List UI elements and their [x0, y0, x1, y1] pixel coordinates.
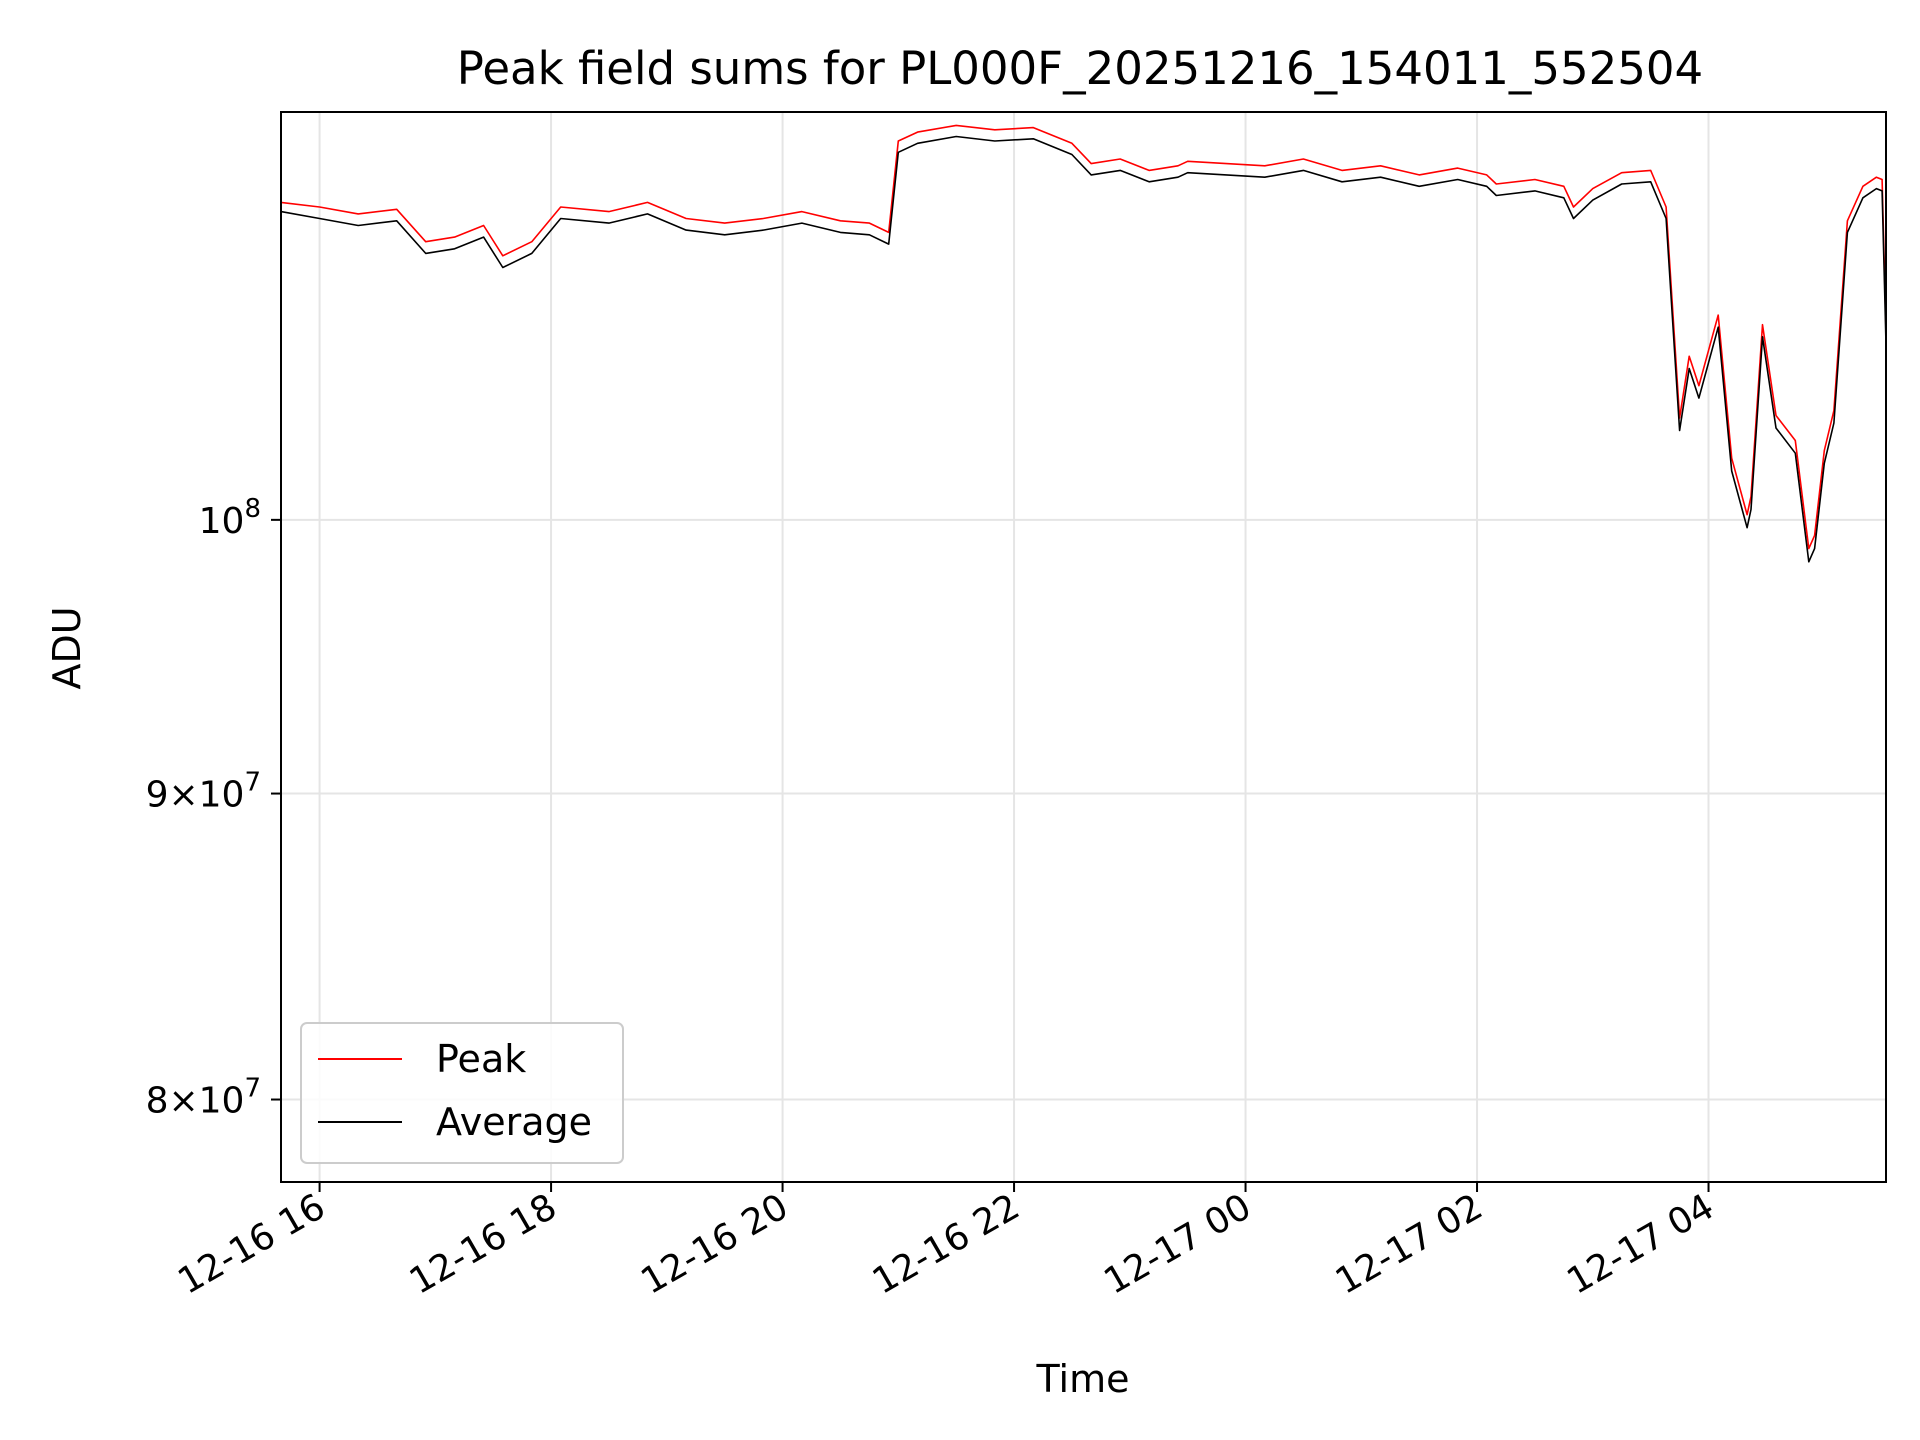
series-line-peak	[280, 124, 1887, 550]
y-tick-label: 9×107	[146, 768, 261, 816]
plot-frame	[280, 111, 1887, 1183]
y-tick-label: 108	[199, 494, 261, 542]
legend: Peak Average	[300, 1022, 624, 1164]
series-lines	[280, 124, 1887, 563]
chart-title: Peak field sums for PL000F_20251216_1540…	[457, 42, 1703, 95]
legend-label-peak: Peak	[436, 1037, 526, 1081]
legend-label-average: Average	[436, 1100, 592, 1144]
series-line-average	[280, 135, 1887, 563]
x-axis-label: Time	[1036, 1357, 1130, 1401]
y-axis: 8×107 9×107 108	[146, 494, 281, 1122]
y-tick-label: 8×107	[146, 1074, 261, 1122]
y-axis-label: ADU	[45, 606, 89, 689]
